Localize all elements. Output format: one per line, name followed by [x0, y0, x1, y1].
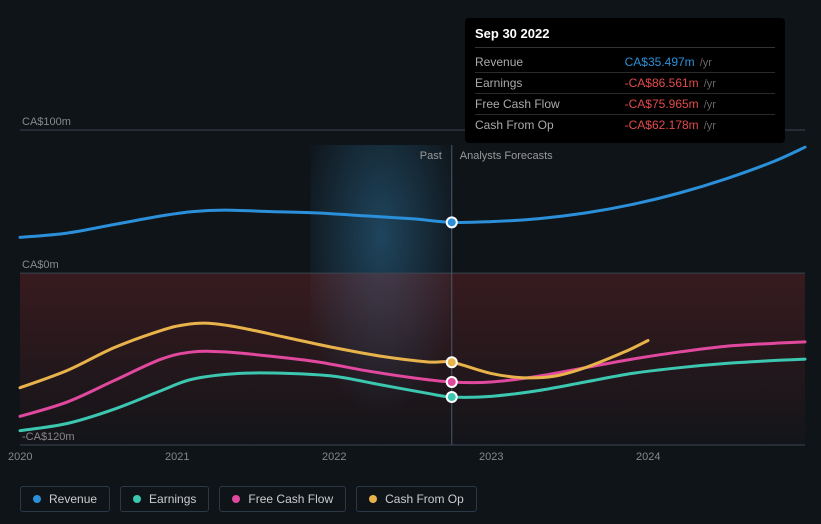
tooltip-row-label: Free Cash Flow	[475, 94, 605, 115]
tooltip-row-value: -CA$86.561m /yr	[605, 73, 775, 94]
y-axis-label: CA$0m	[22, 259, 59, 271]
legend-swatch-icon	[33, 495, 41, 503]
forecast-label: Analysts Forecasts	[460, 150, 553, 162]
legend-item-earnings[interactable]: Earnings	[120, 486, 209, 512]
legend-swatch-icon	[369, 495, 377, 503]
financials-chart: CA$100m CA$0m -CA$120m 2020 2021 2022 2023 202…	[0, 0, 821, 524]
legend-label: Free Cash Flow	[248, 492, 333, 506]
y-axis-label: CA$100m	[22, 116, 71, 128]
chart-tooltip: Sep 30 2022 RevenueCA$35.497m /yrEarning…	[465, 18, 785, 143]
legend-item-cfo[interactable]: Cash From Op	[356, 486, 477, 512]
chart-legend: Revenue Earnings Free Cash Flow Cash From O…	[20, 486, 477, 512]
tooltip-title: Sep 30 2022	[475, 26, 775, 48]
x-axis-label: 2024	[636, 451, 660, 463]
tooltip-row-value: -CA$75.965m /yr	[605, 94, 775, 115]
y-axis-label: -CA$120m	[22, 431, 75, 443]
tooltip-row-label: Cash From Op	[475, 115, 605, 136]
tooltip-row-value: CA$35.497m /yr	[605, 52, 775, 73]
legend-item-fcf[interactable]: Free Cash Flow	[219, 486, 346, 512]
x-axis-label: 2022	[322, 451, 346, 463]
tooltip-row-label: Revenue	[475, 52, 605, 73]
legend-label: Revenue	[49, 492, 97, 506]
past-label: Past	[420, 150, 442, 162]
x-axis-label: 2023	[479, 451, 503, 463]
legend-item-revenue[interactable]: Revenue	[20, 486, 110, 512]
x-axis-label: 2021	[165, 451, 189, 463]
x-axis-label: 2020	[8, 451, 32, 463]
legend-swatch-icon	[133, 495, 141, 503]
legend-swatch-icon	[232, 495, 240, 503]
tooltip-row-label: Earnings	[475, 73, 605, 94]
tooltip-row-value: -CA$62.178m /yr	[605, 115, 775, 136]
legend-label: Cash From Op	[385, 492, 464, 506]
legend-label: Earnings	[149, 492, 196, 506]
